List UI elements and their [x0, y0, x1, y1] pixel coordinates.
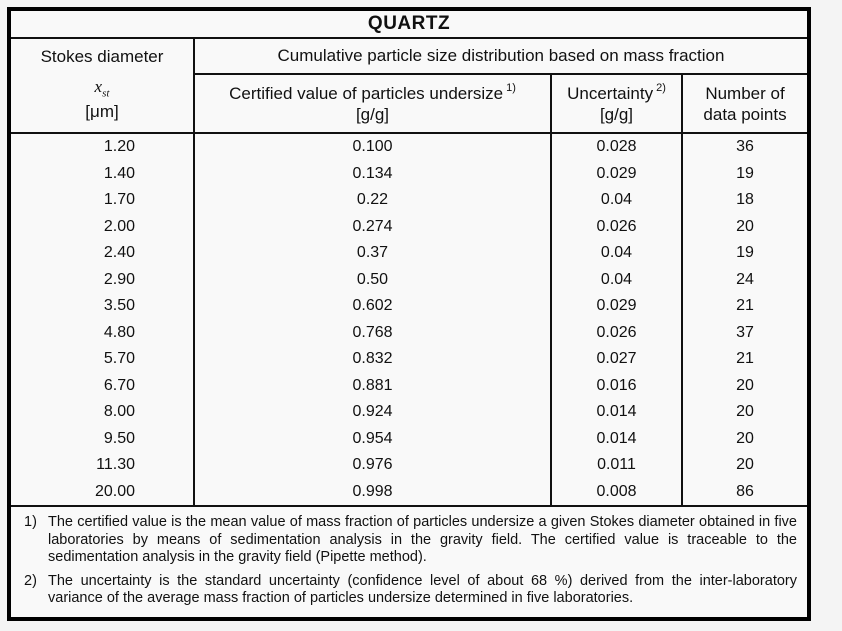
table-cell: 4.80 [11, 319, 195, 346]
table-cell: 20 [736, 456, 754, 474]
table-cell: 21 [736, 297, 754, 315]
certified-value-text: Certified value of particles undersize [229, 83, 504, 103]
table-cell: 0.37 [195, 240, 552, 267]
table-cell: 0.029 [552, 293, 683, 320]
header-certified-value: Certified value of particles undersize 1)… [195, 75, 552, 132]
table-cell: 20 [736, 376, 754, 394]
table-cell: 0.881 [195, 372, 552, 399]
table-cell: 9.50 [11, 425, 195, 452]
table-cell: 8.00 [11, 399, 195, 426]
table-cell: 0.954 [195, 425, 552, 452]
stokes-symbol-sub: st [102, 87, 110, 100]
stokes-symbol-x: x [94, 77, 103, 96]
table-cell: 20 [736, 403, 754, 421]
table-cell: 1.40 [11, 160, 195, 187]
table-cell: 20.00 [11, 478, 195, 505]
header-right-group: Cumulative particle size distribution ba… [195, 39, 807, 132]
header-uncertainty: Uncertainty 2) [g/g] [552, 75, 683, 132]
footnote-2-marker: 2) [24, 572, 37, 589]
header-stokes-diameter: Stokes diameter xst [μm] [11, 39, 195, 132]
uncertainty-text: Uncertainty [567, 83, 654, 103]
table-cell: 0.008 [552, 478, 683, 505]
uncertainty-unit: [g/g] [599, 104, 634, 124]
header-sub-row: Certified value of particles undersize 1)… [195, 75, 807, 132]
table-header: Stokes diameter xst [μm] Cumulative part… [11, 39, 807, 134]
header-cumulative-span: Cumulative particle size distribution ba… [195, 39, 807, 75]
table-cell: 2.40 [11, 240, 195, 267]
table-cell: 11.30 [11, 452, 195, 479]
footnote-2: 2) The uncertainty is the standard uncer… [15, 573, 797, 608]
stokes-diameter-unit: [μm] [85, 102, 119, 122]
data-grid: 1.20 0.100 0.028 36 1.40 0.134 0.029 19 1.70 0.22… [11, 134, 807, 507]
footnote-ref-1: 1) [506, 81, 516, 94]
table-cell: 0.100 [195, 134, 552, 161]
table-cell: 0.028 [552, 134, 683, 161]
footnote-ref-2: 2) [656, 81, 666, 94]
table-cell: 0.768 [195, 319, 552, 346]
footnote-area: 1) The certified value is the mean value… [11, 507, 807, 617]
stokes-symbol: xst [95, 77, 110, 99]
table-cell: 37 [736, 323, 754, 341]
table-cell: 0.998 [195, 478, 552, 505]
table-cell: 3.50 [11, 293, 195, 320]
uncertainty-label: Uncertainty 2) [567, 81, 666, 104]
table-cell: 0.274 [195, 213, 552, 240]
table-cell: 0.924 [195, 399, 552, 426]
stokes-diameter-label: Stokes diameter [40, 47, 164, 66]
table-cell: 0.832 [195, 346, 552, 373]
footnote-1: 1) The certified value is the mean value… [15, 514, 797, 567]
table-cell: 0.026 [552, 319, 683, 346]
table-cell: 0.602 [195, 293, 552, 320]
table-cell: 24 [736, 270, 754, 288]
table-cell: 18 [736, 191, 754, 209]
table-cell: 6.70 [11, 372, 195, 399]
footnote-1-text: The certified value is the mean value of… [48, 514, 797, 565]
table-cell: 1.20 [11, 134, 195, 161]
table-cell: 0.976 [195, 452, 552, 479]
table-cell: 2.00 [11, 213, 195, 240]
table-cell: 19 [736, 244, 754, 262]
table-cell: 0.04 [552, 187, 683, 214]
table-title: QUARTZ [11, 11, 807, 39]
table-cell: 0.134 [195, 160, 552, 187]
table-cell: 0.011 [552, 452, 683, 479]
table-cell: 0.50 [195, 266, 552, 293]
table-cell: 0.016 [552, 372, 683, 399]
table-cell: 0.04 [552, 266, 683, 293]
table-cell: 0.029 [552, 160, 683, 187]
table-cell: 21 [736, 350, 754, 368]
table-cell: 5.70 [11, 346, 195, 373]
header-number-of-data-points: Number of data points [683, 75, 807, 132]
table-cell: 0.22 [195, 187, 552, 214]
certificate-table: QUARTZ Stokes diameter xst [μm] Cumulati… [7, 7, 811, 621]
footnote-2-text: The uncertainty is the standard uncertai… [48, 572, 797, 607]
table-cell: 0.014 [552, 399, 683, 426]
table-cell: 0.027 [552, 346, 683, 373]
certified-value-unit: [g/g] [355, 104, 390, 124]
table-cell: 86 [736, 482, 754, 500]
footnote-1-marker: 1) [24, 514, 37, 530]
table-cell: 20 [736, 429, 754, 447]
table-cell: 2.90 [11, 266, 195, 293]
table-cell: 1.70 [11, 187, 195, 214]
table-cell: 20 [736, 217, 754, 235]
certified-value-label: Certified value of particles undersize 1) [229, 81, 516, 104]
data-points-line1: Number of [705, 83, 785, 103]
table-cell: 0.026 [552, 213, 683, 240]
table-cell: 36 [736, 138, 754, 156]
table-cell: 0.014 [552, 425, 683, 452]
data-points-line2: data points [703, 104, 787, 124]
table-cell: 19 [736, 164, 754, 182]
table-cell: 0.04 [552, 240, 683, 267]
